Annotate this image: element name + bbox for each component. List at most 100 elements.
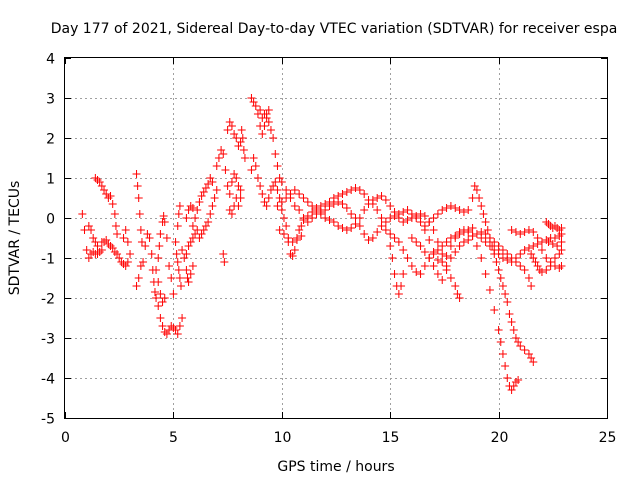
- data-point: [262, 110, 271, 118]
- data-point: [286, 194, 295, 202]
- data-point: [102, 190, 111, 198]
- data-point: [533, 234, 542, 242]
- data-point: [227, 122, 236, 130]
- data-point: [137, 238, 146, 246]
- data-point: [214, 154, 223, 162]
- data-point: [470, 182, 479, 190]
- plot-frame: [64, 57, 608, 419]
- x-tick-label: 10: [274, 430, 292, 446]
- data-point: [217, 146, 226, 154]
- data-point: [303, 198, 312, 206]
- data-point: [386, 202, 395, 210]
- data-point: [273, 162, 282, 170]
- data-point: [381, 218, 390, 226]
- data-point: [425, 218, 434, 226]
- data-point: [429, 226, 438, 234]
- data-point: [373, 194, 382, 202]
- data-point: [232, 174, 241, 182]
- data-point: [262, 202, 271, 210]
- data-point: [429, 250, 438, 258]
- data-point: [152, 294, 161, 302]
- data-point: [420, 262, 429, 270]
- data-point: [93, 250, 102, 258]
- data-point: [188, 222, 197, 230]
- data-point: [260, 122, 269, 130]
- data-point: [223, 182, 232, 190]
- data-point: [169, 324, 178, 332]
- data-point: [553, 242, 562, 250]
- data-point: [544, 238, 553, 246]
- data-point: [264, 106, 273, 114]
- data-point: [527, 250, 536, 258]
- data-point: [271, 150, 280, 158]
- data-point: [123, 238, 132, 246]
- data-point: [550, 234, 559, 242]
- data-point: [102, 236, 111, 244]
- data-point: [485, 286, 494, 294]
- data-point: [115, 254, 124, 262]
- data-point: [282, 222, 291, 230]
- data-point: [159, 212, 168, 220]
- data-point: [498, 282, 507, 290]
- data-point: [275, 174, 284, 182]
- data-point: [531, 258, 540, 266]
- data-point: [290, 246, 299, 254]
- data-point: [394, 238, 403, 246]
- data-point: [442, 238, 451, 246]
- data-point: [227, 210, 236, 218]
- data-point: [208, 178, 217, 186]
- data-point: [221, 166, 230, 174]
- data-point: [184, 278, 193, 286]
- data-point: [446, 202, 455, 210]
- data-point: [412, 268, 421, 276]
- y-tick-label: -5: [41, 412, 55, 428]
- data-point: [527, 282, 536, 290]
- data-point: [184, 242, 193, 250]
- data-point: [180, 254, 189, 262]
- data-point: [399, 270, 408, 278]
- data-point: [201, 222, 210, 230]
- data-point: [288, 238, 297, 246]
- data-point: [225, 190, 234, 198]
- data-point: [407, 234, 416, 242]
- data-point: [524, 244, 533, 252]
- data-point: [433, 246, 442, 254]
- data-point: [188, 204, 197, 212]
- data-point: [279, 230, 288, 238]
- data-point: [195, 234, 204, 242]
- data-point: [511, 378, 520, 386]
- data-point: [364, 236, 373, 244]
- data-point: [338, 190, 347, 198]
- data-point: [173, 222, 182, 230]
- data-point: [277, 178, 286, 186]
- data-point: [481, 270, 490, 278]
- y-tick-label: -1: [41, 252, 55, 268]
- data-point: [119, 260, 128, 268]
- data-point: [496, 274, 505, 282]
- data-point: [234, 202, 243, 210]
- data-point: [542, 266, 551, 274]
- data-point: [386, 242, 395, 250]
- data-point: [183, 274, 192, 282]
- data-point: [201, 184, 210, 192]
- data-point: [505, 310, 514, 318]
- data-point: [113, 230, 122, 238]
- data-point: [520, 246, 529, 254]
- data-point: [84, 222, 93, 230]
- data-point: [210, 194, 219, 202]
- data-point: [249, 98, 258, 106]
- data-point: [178, 314, 187, 322]
- data-point: [295, 206, 304, 214]
- data-point: [503, 298, 512, 306]
- data-point: [230, 170, 239, 178]
- y-tick-label: -4: [41, 372, 55, 388]
- data-point: [219, 150, 228, 158]
- data-point: [459, 228, 468, 236]
- data-point: [256, 106, 265, 114]
- data-point: [455, 230, 464, 238]
- data-point: [93, 242, 102, 250]
- data-point: [111, 222, 120, 230]
- data-point: [377, 192, 386, 200]
- data-point: [150, 288, 159, 296]
- data-point: [175, 274, 184, 282]
